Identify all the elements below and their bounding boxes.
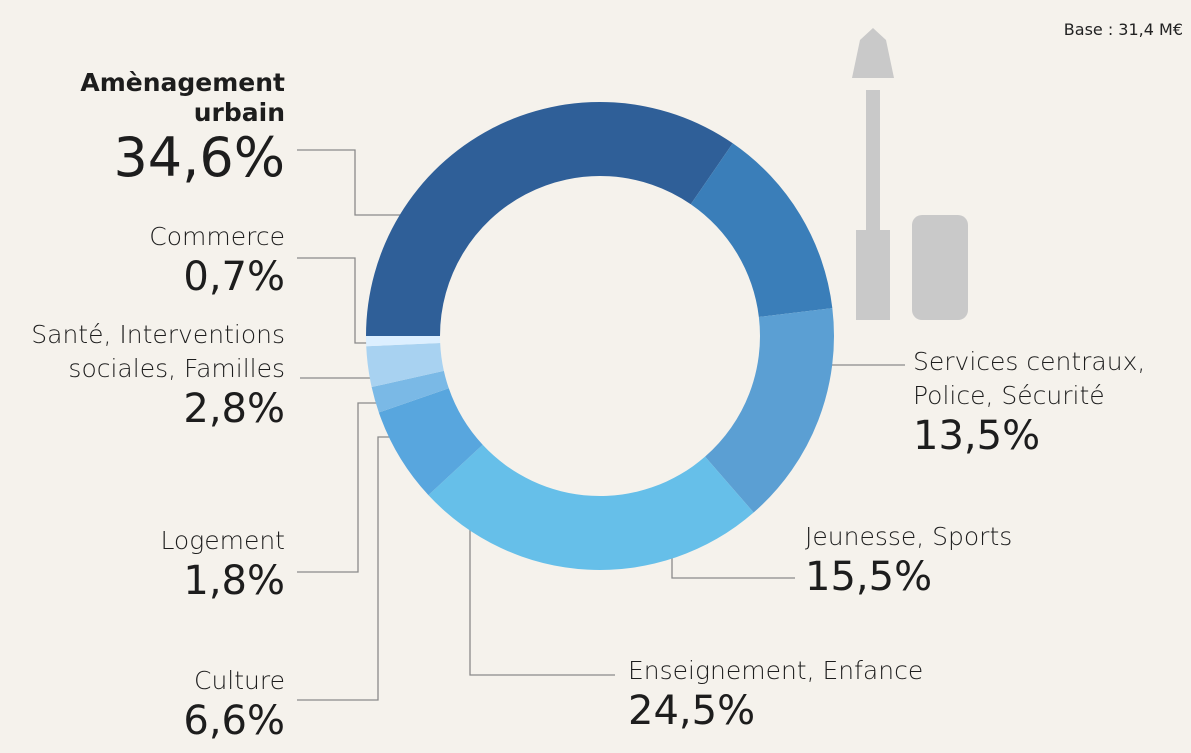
value-label: 34,6%: [113, 126, 285, 189]
value-label: 0,7%: [183, 254, 285, 300]
value-label: 1,8%: [183, 558, 285, 604]
value-label: 24,5%: [628, 688, 756, 734]
category-label: Enseignement, Enfance: [628, 656, 924, 685]
category-label: Services centraux, Police, Sécurité: [913, 347, 1146, 410]
category-label: Jeunesse, Sports: [805, 522, 1013, 551]
segment-label: Culture 6,6%: [85, 664, 285, 744]
segment-label: Santé, Interventions sociales, Familles 2…: [25, 318, 285, 432]
category-label: Santé, Interventions sociales, Familles: [31, 320, 285, 383]
donut-segment: [371, 370, 449, 413]
category-label: Culture: [193, 666, 285, 695]
leader-lines: [297, 149, 905, 701]
value-label: 6,6%: [183, 698, 285, 744]
category-label: Logement: [160, 526, 285, 555]
value-label: 2,8%: [183, 386, 285, 432]
donut-segment: [705, 308, 835, 513]
segment-label: Commerce 0,7%: [85, 220, 285, 300]
segment-label: Enseignement, Enfance 24,5%: [628, 654, 968, 734]
segment-label: Jeunesse, Sports 15,5%: [805, 520, 1065, 600]
segment-label: Services centraux, Police, Sécurité 13,5%: [913, 345, 1183, 459]
donut-segment: [378, 388, 483, 496]
donut-segment: [366, 343, 444, 388]
subtitle: Base : 31,4 M€: [1063, 20, 1183, 39]
decoration: [852, 28, 968, 320]
donut-segment: [366, 336, 441, 347]
donut-segment: [690, 143, 833, 317]
segment-label: Logement 1,8%: [85, 524, 285, 604]
value-label: 13,5%: [913, 413, 1041, 459]
category-label: Amènagement urbain: [80, 68, 285, 127]
segment-label: Amènagement urbain 34,6%: [45, 68, 285, 188]
donut-segment: [428, 444, 754, 571]
value-label: 15,5%: [805, 554, 933, 600]
donut-segment: [366, 102, 733, 336]
category-label: Commerce: [149, 222, 285, 251]
